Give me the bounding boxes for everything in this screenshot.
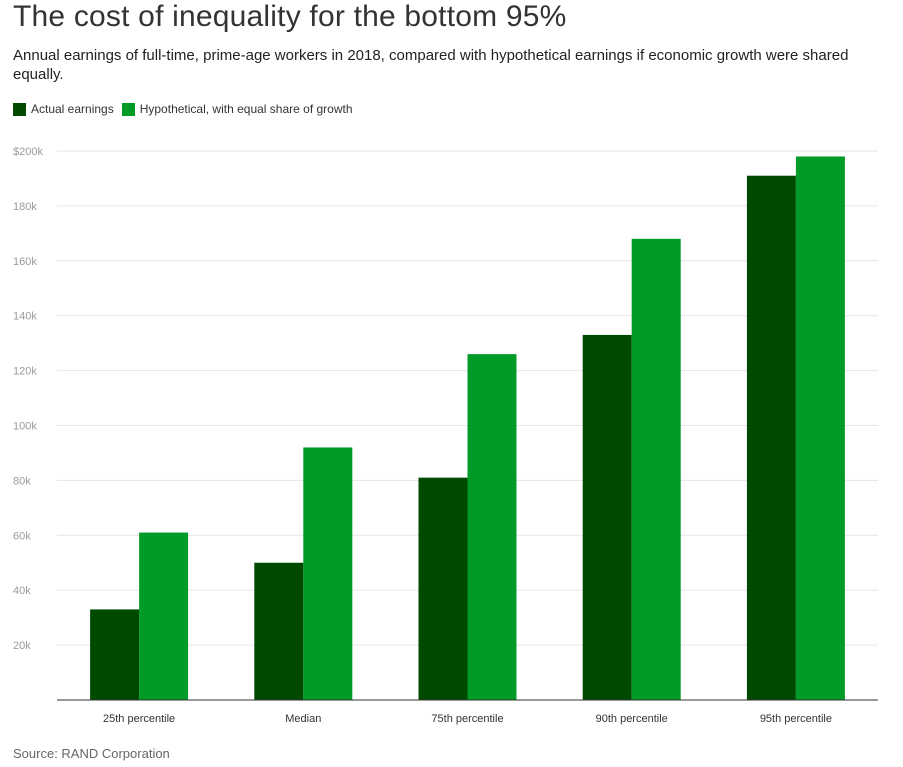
bar-actual (254, 562, 304, 700)
bar-hypothetical (303, 447, 353, 700)
bar-hypothetical (467, 354, 517, 700)
legend-label-actual: Actual earnings (31, 102, 114, 116)
legend-swatch-hypothetical (121, 102, 135, 116)
x-tick-label: 95th percentile (760, 713, 832, 725)
x-tick-label: Median (285, 713, 321, 725)
y-tick-label: 120k (13, 366, 37, 378)
y-tick-label: 20k (13, 640, 31, 652)
bar-hypothetical (139, 532, 189, 700)
x-tick-label: 90th percentile (596, 713, 668, 725)
bar-actual (582, 334, 632, 700)
legend-item-hypothetical: Hypothetical, with equal share of growth (121, 102, 353, 116)
source-note: Source: RAND Corporation (13, 746, 170, 761)
y-tick-label: 140k (13, 311, 37, 323)
y-tick-label: 80k (13, 475, 31, 487)
y-tick-label: 160k (13, 256, 37, 268)
bar-actual (90, 609, 140, 700)
chart-subtitle: Annual earnings of full-time, prime-age … (13, 47, 849, 83)
bar-hypothetical (795, 156, 845, 701)
legend: Actual earnings Hypothetical, with equal… (13, 102, 361, 116)
bar-actual (746, 175, 796, 700)
y-tick-label: 60k (13, 530, 31, 542)
y-tick-label: 40k (13, 585, 31, 597)
y-tick-label: $200k (13, 146, 43, 158)
x-tick-label: 75th percentile (431, 713, 503, 725)
legend-item-actual: Actual earnings (13, 102, 114, 116)
chart-title: The cost of inequality for the bottom 95… (13, 0, 567, 33)
y-tick-label: 100k (13, 421, 37, 433)
legend-label-hypothetical: Hypothetical, with equal share of growth (139, 102, 353, 116)
bar-hypothetical (631, 238, 681, 700)
bar-actual (418, 477, 468, 700)
y-tick-label: 180k (13, 201, 37, 213)
x-tick-label: 25th percentile (103, 713, 175, 725)
legend-swatch-actual (13, 102, 26, 116)
